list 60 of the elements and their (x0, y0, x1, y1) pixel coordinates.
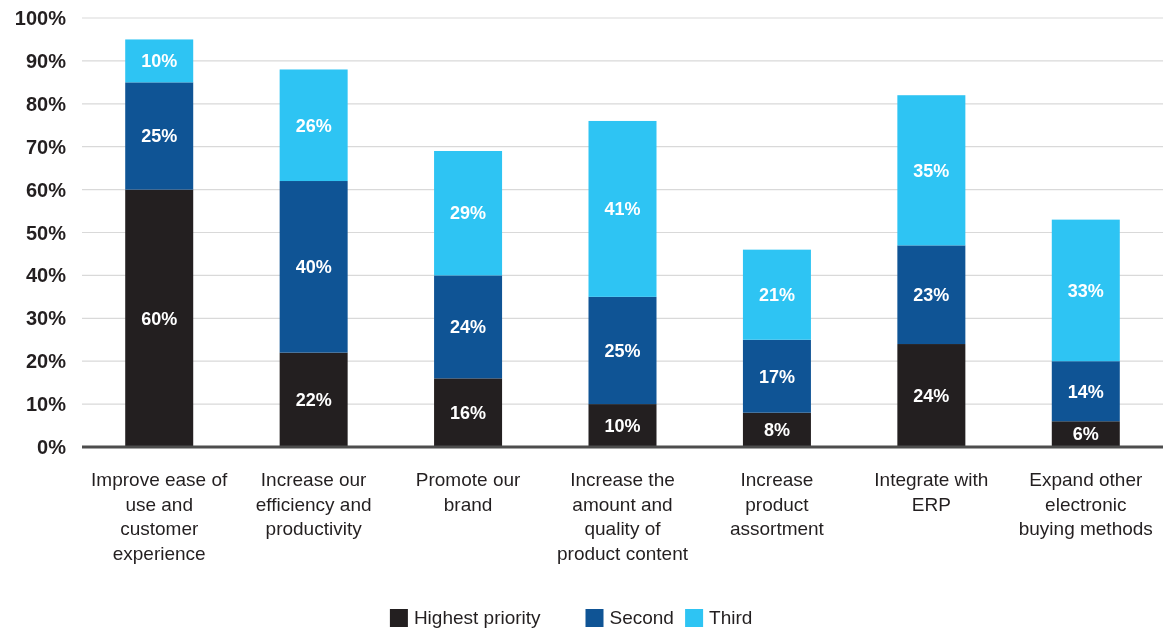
bar (897, 344, 966, 447)
data-label: 60% (141, 308, 178, 329)
data-label: 8% (763, 420, 790, 441)
bar (742, 249, 811, 340)
data-label: 29% (450, 203, 487, 224)
bar (434, 275, 503, 379)
bar (125, 82, 194, 190)
data-label: 26% (295, 115, 332, 136)
data-label: 25% (604, 340, 641, 361)
y-tick-label: 0% (37, 436, 67, 458)
bar (1051, 361, 1120, 422)
bar (125, 189, 194, 447)
y-tick-label: 40% (25, 264, 67, 287)
bar (434, 150, 503, 276)
x-tick-label: Increase the amount and quality of product content (557, 469, 689, 564)
data-label: 41% (604, 199, 641, 220)
data-label: 25% (141, 126, 178, 147)
data-label: 10% (141, 51, 178, 72)
y-tick-label: 60% (25, 178, 67, 201)
x-tick-label: Increase our efficiency and productivity (255, 469, 372, 539)
y-tick-label: 30% (25, 307, 67, 330)
y-tick-label: 80% (25, 92, 67, 115)
x-tick-label: Expand other electronic buying methods (1018, 469, 1153, 539)
y-tick-label: 20% (25, 350, 67, 373)
legend-label: Highest priority (413, 607, 542, 628)
data-label: 10% (604, 415, 641, 436)
x-tick-label: Improve ease of use and customer experience (91, 469, 229, 564)
y-tick-label: 90% (25, 49, 67, 72)
data-label: 6% (1072, 424, 1099, 445)
bar (897, 95, 966, 246)
legend-label: Second (609, 607, 674, 628)
data-label: 17% (758, 366, 795, 387)
data-label: 21% (758, 285, 795, 305)
bar (742, 339, 811, 413)
data-label: 16% (450, 402, 487, 423)
data-label: 14% (1067, 381, 1104, 402)
x-tick-label: Increase product assortment (729, 469, 825, 539)
x-tick-label: Promote our brand (415, 469, 522, 515)
data-label: 33% (1067, 280, 1104, 301)
bar (125, 39, 194, 83)
x-tick-label: Integrate with ERP (874, 469, 989, 515)
data-label: 35% (913, 160, 950, 181)
y-tick-label: 70% (25, 135, 67, 158)
y-tick-label: 10% (25, 393, 67, 416)
legend-label: Third (709, 607, 753, 628)
bar (1051, 219, 1120, 362)
bar (897, 245, 966, 345)
bar (279, 352, 348, 447)
data-label: 22% (295, 390, 332, 411)
data-label: 23% (913, 285, 950, 305)
data-label: 24% (450, 317, 487, 338)
y-tick-label: 50% (25, 221, 67, 244)
bar (588, 120, 657, 297)
data-label: 24% (913, 385, 950, 406)
bar (588, 296, 657, 405)
bar (434, 378, 503, 447)
y-tick-label: 100% (14, 7, 67, 29)
data-label: 40% (295, 257, 332, 278)
bar (279, 69, 348, 182)
bar (279, 181, 348, 353)
